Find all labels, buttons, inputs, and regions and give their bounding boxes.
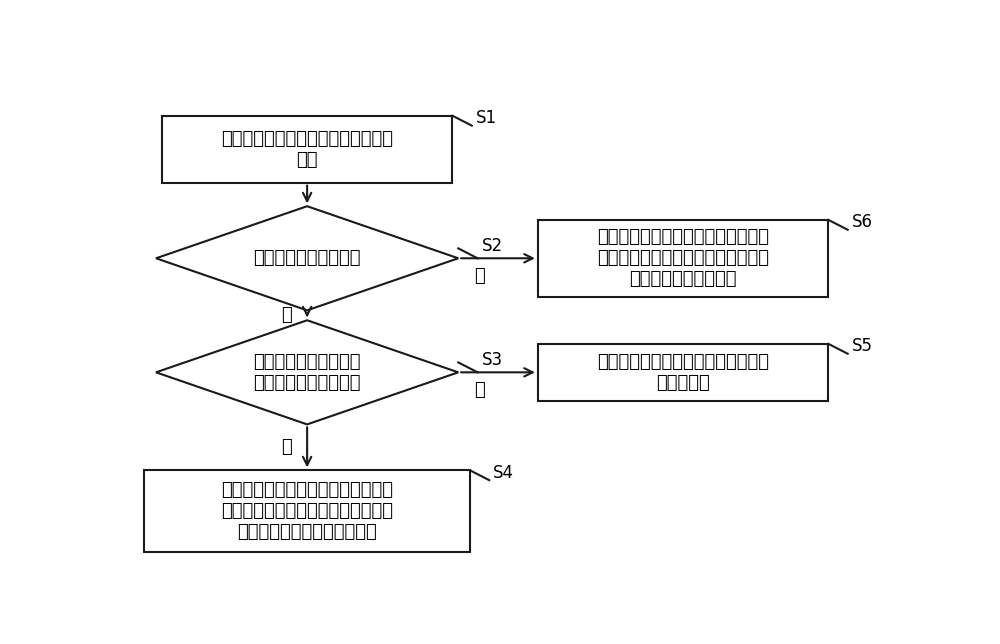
Text: S4: S4 xyxy=(493,464,514,482)
Text: 实时监控单向传输中的接收端的运行
状态: 实时监控单向传输中的接收端的运行 状态 xyxy=(221,130,393,169)
Text: 是: 是 xyxy=(281,439,292,457)
Text: 判断接收端是否具有数
据接收能力不足的风险: 判断接收端是否具有数 据接收能力不足的风险 xyxy=(253,353,361,392)
Text: 是: 是 xyxy=(281,307,292,325)
Text: S1: S1 xyxy=(476,109,497,128)
Text: 否: 否 xyxy=(474,381,484,399)
Text: 判断运行状态是否正常: 判断运行状态是否正常 xyxy=(253,249,361,267)
Text: S5: S5 xyxy=(852,337,873,355)
Text: 发送端以当前的第一速度继续向接收
端发送数据: 发送端以当前的第一速度继续向接收 端发送数据 xyxy=(597,353,769,392)
Text: S6: S6 xyxy=(852,213,873,231)
Bar xyxy=(538,220,828,297)
Text: 向发送端发送第一停止服务信号，基
于第一停止服务信号，停止发送端向
接收端发送数据的操作: 向发送端发送第一停止服务信号，基 于第一停止服务信号，停止发送端向 接收端发送数… xyxy=(597,229,769,288)
Text: S3: S3 xyxy=(482,351,503,369)
Bar xyxy=(144,470,470,552)
Text: 否: 否 xyxy=(474,267,484,285)
Text: 向单向传输中的发送端发送第一降速
信号，基于第一降速信号降低发送端
向接收端发送数据的第一速度: 向单向传输中的发送端发送第一降速 信号，基于第一降速信号降低发送端 向接收端发送… xyxy=(221,481,393,541)
Polygon shape xyxy=(156,206,458,310)
Bar xyxy=(162,116,452,183)
Bar xyxy=(538,344,828,401)
Polygon shape xyxy=(156,320,458,424)
Text: S2: S2 xyxy=(482,237,503,255)
